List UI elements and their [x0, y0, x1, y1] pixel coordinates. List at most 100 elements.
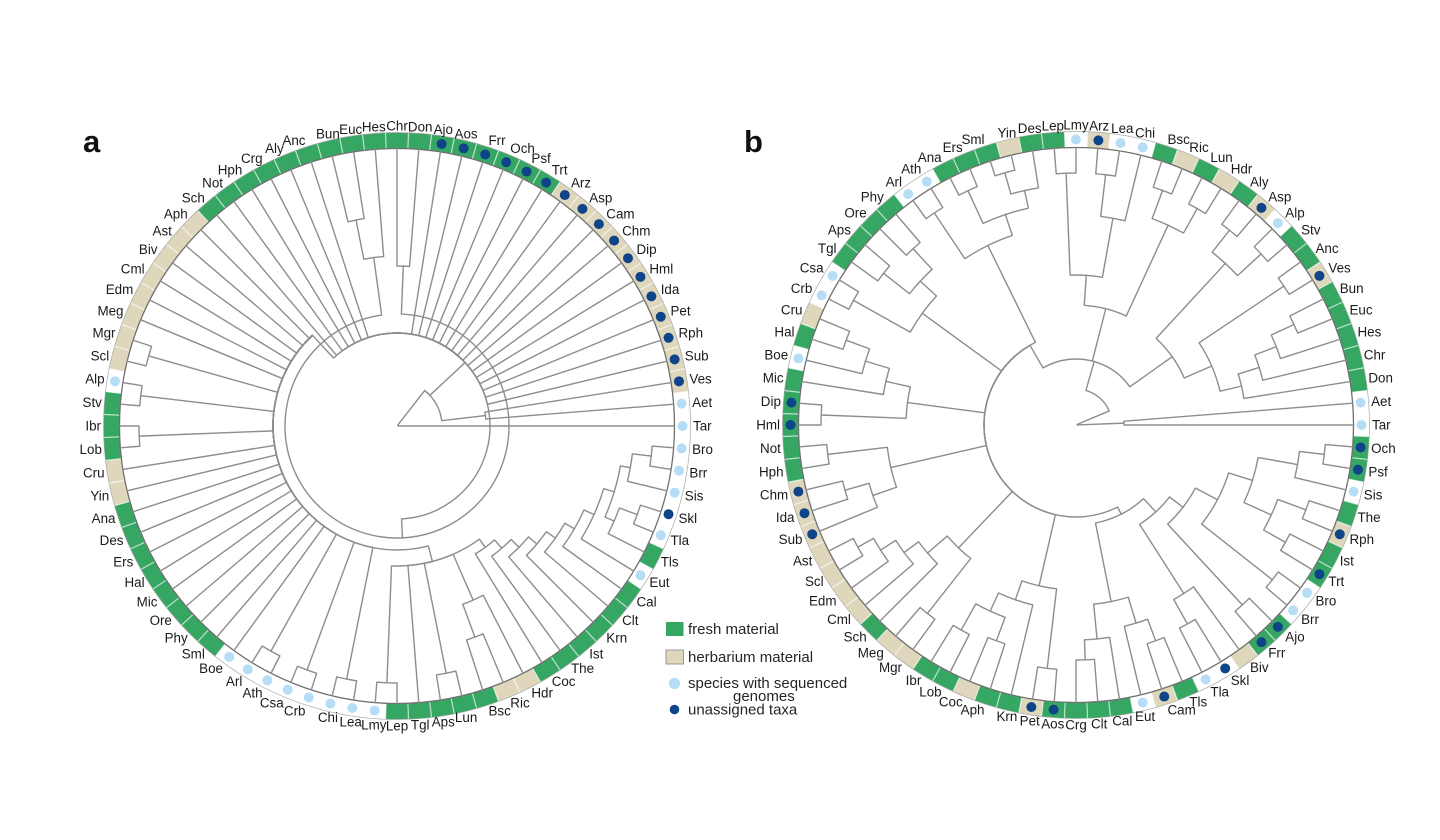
svg-text:Tla: Tla: [671, 533, 690, 548]
svg-text:Arz: Arz: [1089, 118, 1109, 133]
svg-text:Lmy: Lmy: [361, 718, 387, 733]
svg-text:Bro: Bro: [692, 442, 713, 457]
svg-text:Sch: Sch: [182, 190, 205, 205]
svg-text:Frr: Frr: [1268, 646, 1286, 661]
svg-text:Skl: Skl: [679, 511, 698, 526]
svg-text:Phy: Phy: [165, 631, 188, 646]
svg-text:Biv: Biv: [1250, 660, 1269, 675]
svg-text:Boe: Boe: [764, 347, 788, 362]
svg-text:Pet: Pet: [1020, 714, 1040, 729]
svg-text:Mgr: Mgr: [92, 326, 116, 341]
svg-text:Sml: Sml: [182, 647, 205, 662]
svg-text:Ves: Ves: [689, 372, 712, 387]
svg-text:fresh material: fresh material: [688, 621, 779, 638]
svg-text:Dip: Dip: [761, 394, 781, 409]
svg-text:Anc: Anc: [282, 133, 305, 148]
svg-text:Hdr: Hdr: [1231, 162, 1253, 177]
svg-text:Bsc: Bsc: [1168, 132, 1191, 147]
svg-text:Meg: Meg: [97, 304, 123, 319]
svg-text:Stv: Stv: [1301, 223, 1321, 238]
svg-text:Scl: Scl: [91, 348, 110, 363]
svg-text:Meg: Meg: [858, 646, 884, 661]
svg-text:Hph: Hph: [218, 163, 243, 178]
svg-text:Ath: Ath: [242, 686, 262, 701]
svg-text:unassigned taxa: unassigned taxa: [688, 702, 798, 719]
svg-text:Ric: Ric: [1189, 140, 1209, 155]
svg-text:Chr: Chr: [386, 118, 408, 133]
svg-text:Ana: Ana: [918, 150, 942, 165]
svg-text:Hdr: Hdr: [531, 686, 553, 701]
svg-text:Tgl: Tgl: [411, 718, 430, 733]
svg-text:Anc: Anc: [1316, 241, 1339, 256]
svg-text:Trt: Trt: [1328, 574, 1344, 589]
svg-text:Des: Des: [1018, 121, 1042, 136]
svg-text:Hes: Hes: [362, 119, 386, 134]
svg-text:Lob: Lob: [919, 685, 941, 700]
svg-text:Cru: Cru: [781, 303, 803, 318]
svg-text:Ath: Ath: [901, 162, 921, 177]
svg-text:Csa: Csa: [260, 696, 284, 711]
svg-text:Hml: Hml: [756, 417, 780, 432]
svg-text:Clt: Clt: [622, 613, 639, 628]
svg-text:Hal: Hal: [125, 575, 145, 590]
svg-text:Lmy: Lmy: [1063, 117, 1089, 132]
svg-text:Skl: Skl: [1231, 673, 1250, 688]
svg-text:The: The: [1358, 510, 1381, 525]
svg-text:Csa: Csa: [800, 261, 824, 276]
svg-text:Tgl: Tgl: [818, 241, 837, 256]
svg-text:Psf: Psf: [531, 151, 551, 166]
svg-text:Lob: Lob: [80, 442, 102, 457]
svg-text:Ibr: Ibr: [85, 418, 101, 433]
svg-text:Eut: Eut: [649, 575, 669, 590]
svg-text:Och: Och: [510, 141, 535, 156]
svg-text:Tls: Tls: [661, 555, 679, 570]
svg-text:Don: Don: [408, 119, 433, 134]
svg-text:Edm: Edm: [106, 282, 134, 297]
svg-text:Asp: Asp: [1268, 189, 1291, 204]
svg-text:Arl: Arl: [886, 175, 902, 190]
svg-text:Ric: Ric: [510, 696, 530, 711]
svg-text:Pet: Pet: [671, 304, 691, 319]
svg-text:Boe: Boe: [199, 661, 223, 676]
svg-text:Chm: Chm: [622, 224, 650, 239]
svg-text:Ibr: Ibr: [906, 673, 922, 688]
svg-text:Bun: Bun: [1340, 281, 1364, 296]
svg-text:Mic: Mic: [763, 371, 784, 386]
svg-text:Chr: Chr: [1364, 347, 1386, 362]
svg-text:The: The: [571, 661, 594, 676]
svg-text:Bsc: Bsc: [489, 704, 512, 719]
svg-text:Ore: Ore: [150, 613, 172, 628]
svg-text:Crb: Crb: [791, 281, 813, 296]
svg-text:Edm: Edm: [809, 594, 837, 609]
svg-text:Rph: Rph: [679, 326, 704, 341]
svg-text:Yin: Yin: [90, 488, 109, 503]
svg-text:Psf: Psf: [1368, 464, 1388, 479]
svg-text:Tls: Tls: [1189, 695, 1207, 710]
svg-text:Clt: Clt: [1091, 717, 1108, 732]
svg-text:Cml: Cml: [121, 262, 145, 277]
svg-text:Brr: Brr: [689, 465, 707, 480]
svg-text:Bun: Bun: [316, 127, 340, 142]
svg-text:Chi: Chi: [318, 710, 338, 725]
svg-text:Not: Not: [202, 176, 223, 191]
svg-text:Rph: Rph: [1350, 532, 1375, 547]
svg-text:Hes: Hes: [1358, 325, 1382, 340]
svg-text:Cam: Cam: [1168, 703, 1196, 718]
svg-text:Krn: Krn: [606, 631, 627, 646]
svg-text:Crg: Crg: [1065, 717, 1087, 732]
svg-text:Ist: Ist: [589, 647, 603, 662]
svg-text:Ida: Ida: [776, 510, 795, 525]
svg-text:Aly: Aly: [1250, 175, 1269, 190]
svg-text:Lea: Lea: [340, 715, 363, 730]
svg-text:Tar: Tar: [1372, 417, 1391, 432]
svg-text:Hph: Hph: [759, 464, 784, 479]
svg-text:Sis: Sis: [1364, 487, 1383, 502]
svg-text:Lep: Lep: [386, 718, 408, 733]
svg-text:Aly: Aly: [265, 141, 284, 156]
svg-text:Ast: Ast: [153, 224, 173, 239]
svg-text:Don: Don: [1368, 371, 1393, 386]
svg-text:Euc: Euc: [339, 122, 362, 137]
svg-text:Ist: Ist: [1340, 554, 1354, 569]
svg-text:Ers: Ers: [943, 140, 963, 155]
svg-text:Arl: Arl: [226, 674, 242, 689]
